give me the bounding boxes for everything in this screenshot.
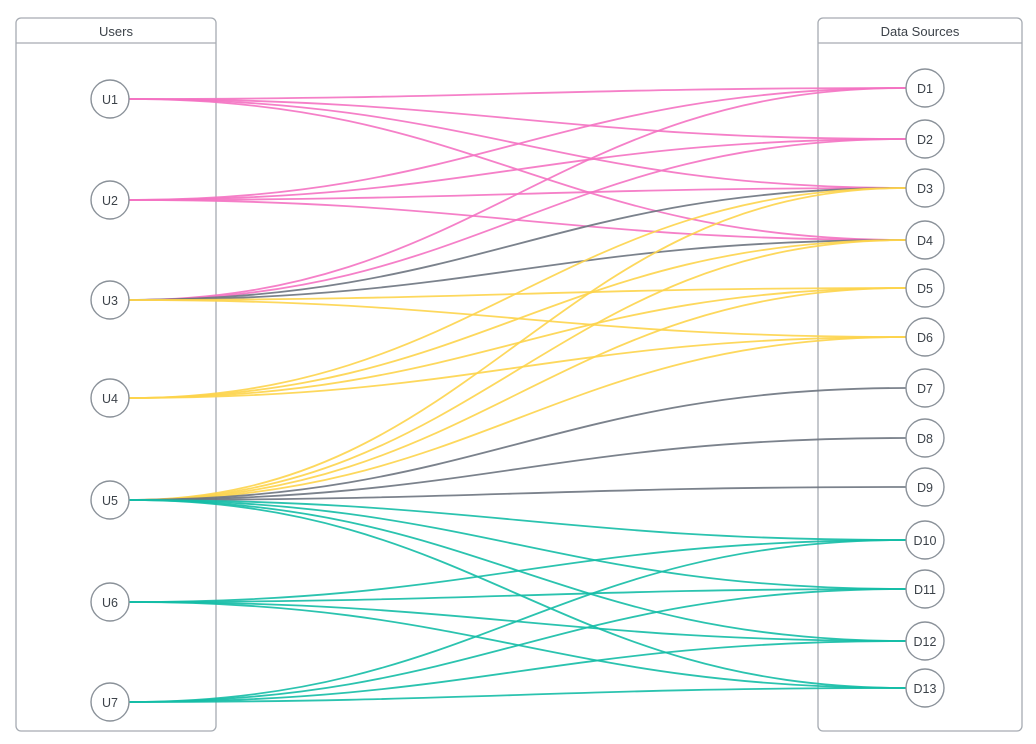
edge-U5-D3[interactable] [128,187,907,501]
node-label-D7: D7 [917,382,933,396]
node-label-D10: D10 [914,534,937,548]
edges-layer [128,87,907,703]
nodes-layer: U1 U2 U3 U4 U5 U6 U7 D1 D2 D3 D4 D5 D6 D7 D8 D9 D10 D11 D1… [90,68,945,722]
user-node-U7[interactable]: U7 [90,682,130,722]
edge-U1-D1[interactable] [128,87,907,100]
node-circle-D3[interactable] [905,168,945,208]
datasource-node-D7[interactable]: D7 [905,368,945,408]
edge-U5-D8[interactable] [128,437,907,501]
node-circle-D9[interactable] [905,467,945,507]
node-label-U3: U3 [102,294,118,308]
edge-U5-D9[interactable] [128,486,907,501]
edge-U2-D2[interactable] [128,138,907,201]
edge-U7-D11[interactable] [128,588,907,703]
node-label-D1: D1 [917,82,933,96]
datasource-node-D3[interactable]: D3 [905,168,945,208]
node-circle-U2[interactable] [90,180,130,220]
user-node-U4[interactable]: U4 [90,378,130,418]
edge-U7-D12[interactable] [128,640,907,703]
user-node-U6[interactable]: U6 [90,582,130,622]
node-label-D3: D3 [917,182,933,196]
node-circle-D5[interactable] [905,268,945,308]
user-node-U5[interactable]: U5 [90,480,130,520]
node-label-D6: D6 [917,331,933,345]
node-circle-D11[interactable] [905,569,945,609]
node-circle-U6[interactable] [90,582,130,622]
datasource-node-D4[interactable]: D4 [905,220,945,260]
edge-U6-D10[interactable] [128,539,907,603]
node-label-D2: D2 [917,133,933,147]
left-panel-title: Users [99,24,133,39]
edge-U3-D1[interactable] [128,87,907,301]
datasource-node-D6[interactable]: D6 [905,317,945,357]
edge-U6-D11[interactable] [128,588,907,603]
node-circle-D1[interactable] [905,68,945,108]
edge-U5-D5[interactable] [128,287,907,501]
edge-U7-D13[interactable] [128,687,907,703]
node-circle-D10[interactable] [905,520,945,560]
node-label-D4: D4 [917,234,933,248]
datasource-node-D10[interactable]: D10 [905,520,945,560]
node-label-D8: D8 [917,432,933,446]
edge-U4-D4[interactable] [128,239,907,399]
edge-U7-D10[interactable] [128,539,907,703]
node-circle-D8[interactable] [905,418,945,458]
node-label-D5: D5 [917,282,933,296]
edge-U5-D4[interactable] [128,239,907,501]
node-label-U2: U2 [102,194,118,208]
left-panel-rect[interactable] [15,17,217,732]
datasource-node-D13[interactable]: D13 [905,668,945,708]
user-node-U2[interactable]: U2 [90,180,130,220]
node-circle-U4[interactable] [90,378,130,418]
node-label-U4: U4 [102,392,118,406]
node-circle-D12[interactable] [905,621,945,661]
edge-U5-D13[interactable] [128,499,907,689]
edge-U5-D10[interactable] [128,499,907,541]
node-circle-D7[interactable] [905,368,945,408]
datasource-node-D9[interactable]: D9 [905,467,945,507]
panels-layer: Users Data Sources [15,17,1023,732]
datasource-node-D2[interactable]: D2 [905,119,945,159]
node-label-U7: U7 [102,696,118,710]
left-panel[interactable]: Users [15,17,217,732]
node-label-D12: D12 [914,635,937,649]
datasource-node-D5[interactable]: D5 [905,268,945,308]
edge-U2-D1[interactable] [128,87,907,201]
edge-U5-D11[interactable] [128,499,907,590]
edge-U4-D6[interactable] [128,336,907,399]
node-circle-U5[interactable] [90,480,130,520]
node-label-U1: U1 [102,93,118,107]
node-label-D11: D11 [914,583,936,597]
user-node-U1[interactable]: U1 [90,79,130,119]
node-circle-U7[interactable] [90,682,130,722]
datasource-node-D11[interactable]: D11 [905,569,945,609]
datasource-node-D1[interactable]: D1 [905,68,945,108]
node-circle-U3[interactable] [90,280,130,320]
node-circle-D6[interactable] [905,317,945,357]
edge-U4-D3[interactable] [128,187,907,399]
right-panel-title: Data Sources [881,24,960,39]
edge-U5-D7[interactable] [128,387,907,501]
node-label-U5: U5 [102,494,118,508]
edge-U5-D6[interactable] [128,336,907,501]
node-circle-D13[interactable] [905,668,945,708]
edge-U3-D4[interactable] [128,239,907,301]
datasource-node-D8[interactable]: D8 [905,418,945,458]
edge-U3-D3[interactable] [128,187,907,301]
edge-U1-D2[interactable] [128,98,907,140]
node-label-U6: U6 [102,596,118,610]
node-label-D13: D13 [914,682,937,696]
edge-U3-D2[interactable] [128,138,907,301]
user-node-U3[interactable]: U3 [90,280,130,320]
node-circle-U1[interactable] [90,79,130,119]
node-circle-D4[interactable] [905,220,945,260]
node-circle-D2[interactable] [905,119,945,159]
datasource-node-D12[interactable]: D12 [905,621,945,661]
node-label-D9: D9 [917,481,933,495]
